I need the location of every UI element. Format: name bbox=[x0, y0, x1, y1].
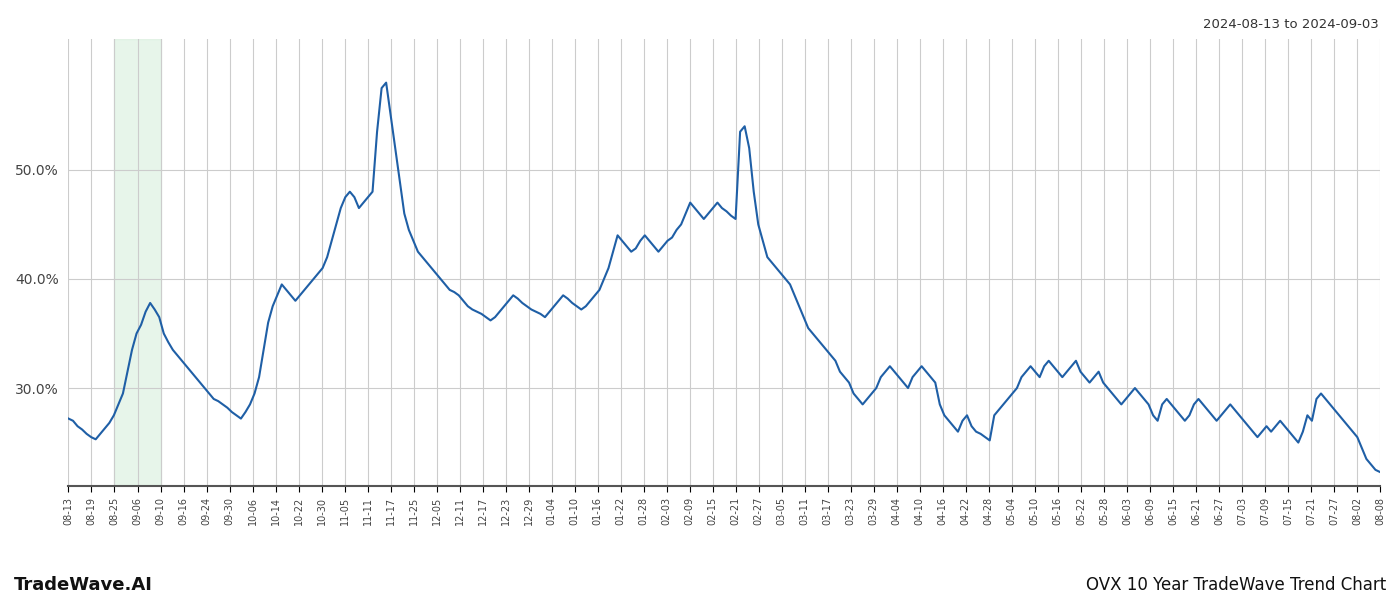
Text: OVX 10 Year TradeWave Trend Chart: OVX 10 Year TradeWave Trend Chart bbox=[1086, 576, 1386, 594]
Text: 2024-08-13 to 2024-09-03: 2024-08-13 to 2024-09-03 bbox=[1203, 18, 1379, 31]
Bar bbox=[115, 39, 161, 486]
Text: TradeWave.AI: TradeWave.AI bbox=[14, 576, 153, 594]
